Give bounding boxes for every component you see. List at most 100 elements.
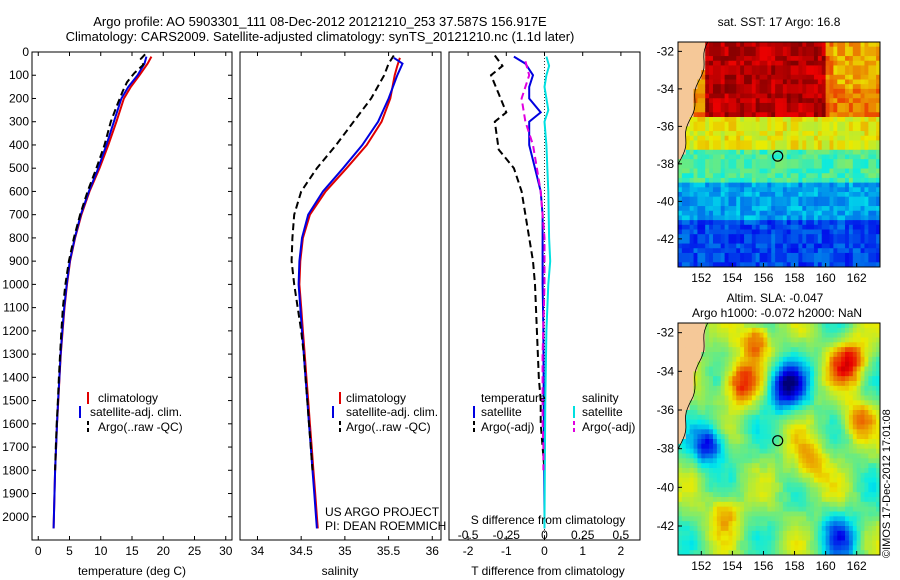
map-cell: [848, 332, 854, 339]
map-cell: [779, 98, 784, 104]
map-cell: [837, 434, 842, 440]
map-cell: [794, 352, 800, 358]
map-cell: [817, 206, 823, 212]
map-cell: [782, 70, 788, 76]
map-cell: [806, 140, 811, 146]
map-cell: [813, 400, 819, 406]
map-cell: [848, 366, 854, 372]
map-cell: [794, 201, 800, 207]
map-cell: [825, 434, 831, 440]
map-cell: [852, 159, 858, 165]
map-cell: [790, 70, 796, 76]
map-cell: [825, 511, 831, 517]
map-cell: [685, 463, 691, 469]
map-cell: [755, 187, 761, 193]
map-cell: [864, 182, 869, 188]
x-tick-label: 30: [219, 544, 233, 558]
map-cell: [736, 521, 741, 527]
map-cell: [790, 229, 796, 235]
map-cell: [724, 159, 730, 165]
map-cell: [837, 405, 842, 411]
map-cell: [775, 468, 780, 474]
map-cell: [837, 252, 842, 259]
map-cell: [767, 429, 772, 435]
map-cell: [876, 74, 880, 81]
map-cell: [751, 385, 757, 392]
map-cell: [767, 327, 772, 334]
map-cell: [775, 177, 780, 184]
map-cell: [845, 117, 850, 123]
map-cell: [794, 448, 800, 455]
map-cell: [817, 102, 823, 109]
map-cell: [720, 121, 726, 127]
map-cell: [697, 506, 702, 513]
map-cell: [744, 126, 749, 132]
map-cell: [837, 173, 842, 179]
map-cell: [744, 145, 749, 151]
map-cell: [860, 516, 866, 522]
map-cell: [689, 262, 695, 267]
map-cell: [759, 448, 765, 455]
map-cell: [751, 448, 757, 455]
map-cell: [856, 121, 862, 127]
map-cell: [763, 243, 768, 249]
map-cell: [852, 337, 858, 343]
map-cell: [825, 192, 831, 198]
map-cell: [740, 46, 745, 52]
map-cell: [755, 458, 761, 464]
map-cell: [779, 206, 784, 212]
map-cell: [794, 229, 800, 235]
map-cell: [833, 414, 838, 421]
map-cell: [716, 429, 722, 435]
map-cell: [759, 482, 765, 488]
map-cell: [705, 65, 710, 71]
map-cell: [751, 140, 757, 146]
map-cell: [802, 463, 807, 469]
map-cell: [782, 443, 788, 450]
map-cell: [782, 506, 788, 513]
map-cell: [829, 468, 834, 474]
map-cell: [845, 482, 850, 488]
map-cell: [829, 257, 834, 263]
map-cell: [821, 88, 827, 95]
map-cell: [825, 443, 831, 450]
map-cell: [798, 168, 803, 174]
map-cell: [709, 468, 714, 474]
map-cell: [716, 443, 722, 450]
map-cell: [697, 448, 702, 455]
map-cell: [810, 526, 815, 532]
map-cell: [860, 323, 866, 329]
map-cell: [779, 448, 784, 455]
y-tick-label: 200: [9, 91, 29, 105]
map-cell: [779, 168, 784, 174]
map-cell: [790, 168, 796, 174]
map-cell: [786, 385, 792, 392]
map-cell: [833, 323, 838, 329]
map-cell: [740, 347, 745, 353]
map-cell: [868, 243, 873, 249]
map-cell: [712, 140, 718, 146]
map-cell: [767, 210, 772, 217]
map-cell: [771, 327, 776, 334]
map-cell: [716, 173, 722, 179]
map-cell: [685, 530, 691, 537]
map-cell: [833, 477, 838, 484]
map-cell: [782, 371, 788, 377]
salinity-ticks: 34 34.5 35 35.5 36: [251, 52, 439, 558]
map-cell: [864, 506, 869, 513]
map-cell: [841, 472, 846, 479]
map-cell: [705, 323, 710, 329]
map-cell: [775, 487, 780, 493]
map-cell: [790, 463, 796, 469]
map-cell: [685, 206, 691, 212]
map-cell: [697, 530, 702, 537]
map-cell: [763, 468, 768, 474]
map-cell: [806, 347, 811, 353]
map-cell: [697, 463, 702, 469]
map-cell: [837, 206, 842, 212]
map-cell: [837, 429, 842, 435]
map-cell: [876, 356, 880, 363]
map-cell: [786, 117, 792, 123]
map-cell: [856, 400, 862, 406]
map-cell: [845, 187, 850, 193]
